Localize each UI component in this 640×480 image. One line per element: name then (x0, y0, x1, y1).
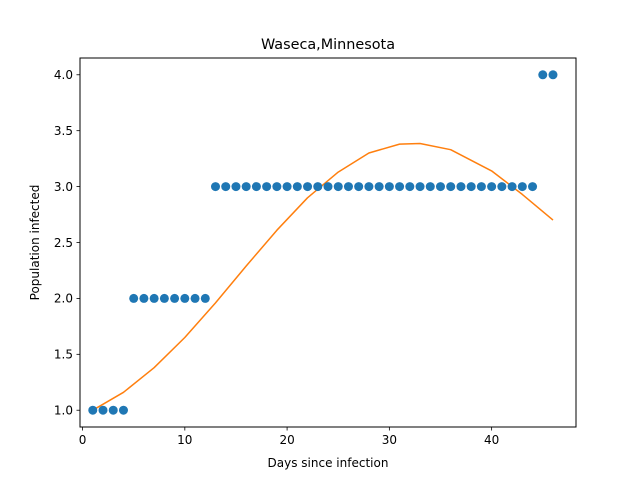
scatter-point (251, 182, 261, 192)
scatter-point (487, 182, 497, 192)
scatter-point (292, 182, 302, 192)
scatter-point (507, 182, 517, 192)
scatter-point (374, 182, 384, 192)
y-axis-label: Population infected (28, 185, 42, 301)
y-tick-label: 3.5 (54, 124, 73, 138)
scatter-point (343, 182, 353, 192)
scatter-point (231, 182, 241, 192)
scatter-point (108, 405, 118, 415)
scatter-point (170, 293, 180, 303)
x-tick-label: 30 (382, 433, 397, 447)
scatter-point (476, 182, 486, 192)
scatter-point (88, 405, 98, 415)
scatter-point (548, 70, 558, 80)
scatter-point (323, 182, 333, 192)
scatter-point (354, 182, 364, 192)
scatter-point (497, 182, 507, 192)
scatter-points-group (88, 70, 558, 415)
scatter-point (466, 182, 476, 192)
scatter-point (139, 293, 149, 303)
scatter-point (282, 182, 292, 192)
x-axis-ticks: 0 10 20 30 40 (79, 427, 499, 447)
scatter-point (384, 182, 394, 192)
y-tick-label: 1.5 (54, 348, 73, 362)
scatter-point (446, 182, 456, 192)
scatter-point (221, 182, 231, 192)
scatter-point (364, 182, 374, 192)
scatter-point (129, 293, 139, 303)
chart-title: Waseca,Minnesota (261, 37, 395, 53)
scatter-point (159, 293, 169, 303)
scatter-point (333, 182, 343, 192)
scatter-point (149, 293, 159, 303)
scatter-point (435, 182, 445, 192)
fit-curve-line (92, 142, 554, 411)
y-axis-ticks: 1.0 1.5 2.0 2.5 3.0 3.5 4.0 (54, 68, 80, 418)
y-tick-label: 4.0 (54, 68, 73, 82)
scatter-point (415, 182, 425, 192)
y-tick-label: 2.5 (54, 236, 73, 250)
x-axis-label: Days since infection (268, 456, 389, 470)
scatter-point (517, 182, 527, 192)
fit-curve-group (92, 142, 554, 411)
x-tick-label: 20 (279, 433, 294, 447)
x-tick-label: 10 (177, 433, 192, 447)
y-tick-label: 3.0 (54, 180, 73, 194)
scatter-point (190, 293, 200, 303)
scatter-point (118, 405, 128, 415)
scatter-point (395, 182, 405, 192)
scatter-point (405, 182, 415, 192)
scatter-point (200, 293, 210, 303)
scatter-point (538, 70, 548, 80)
y-tick-label: 2.0 (54, 292, 73, 306)
scatter-point (262, 182, 272, 192)
scatter-point (528, 182, 538, 192)
scatter-point (303, 182, 313, 192)
scatter-point (272, 182, 282, 192)
plot-area (80, 58, 576, 427)
scatter-point (211, 182, 221, 192)
scatter-point (98, 405, 108, 415)
x-tick-label: 40 (484, 433, 499, 447)
scatter-point (425, 182, 435, 192)
scatter-point (456, 182, 466, 192)
scatter-point (313, 182, 323, 192)
scatter-point (241, 182, 251, 192)
scatter-point (180, 293, 190, 303)
x-tick-label: 0 (79, 433, 87, 447)
y-tick-label: 1.0 (54, 404, 73, 418)
